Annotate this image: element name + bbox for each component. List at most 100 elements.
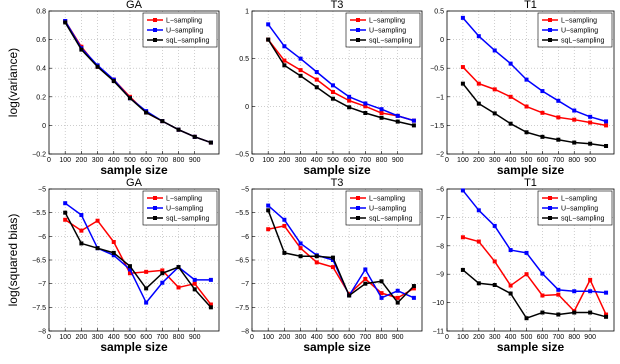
- x-tick-label: 100: [457, 157, 469, 164]
- data-point: [508, 61, 513, 66]
- data-point: [540, 310, 545, 315]
- chart-panel-6: 0 100 200 300 400 500 600 700 800 900 −11 −10 −9 −8 −7…: [432, 177, 615, 354]
- data-point: [379, 279, 384, 284]
- x-tick-label: 0: [445, 157, 449, 164]
- data-point: [347, 98, 352, 103]
- data-point: [363, 111, 368, 116]
- x-tick-label: 600: [343, 334, 355, 341]
- data-point: [176, 127, 181, 132]
- data-point: [347, 94, 352, 99]
- data-point: [460, 81, 465, 86]
- x-tick-label: 900: [392, 157, 404, 164]
- x-tick-label: 600: [537, 157, 549, 164]
- legend-label: L−sampling: [369, 18, 405, 25]
- y-tick-label: −7.5: [32, 305, 46, 312]
- data-point: [298, 73, 303, 78]
- data-point: [540, 271, 545, 276]
- data-point: [604, 290, 609, 295]
- data-point: [314, 260, 319, 265]
- y-tick-label: −8: [241, 329, 249, 336]
- data-point: [460, 235, 465, 240]
- data-point: [395, 295, 400, 300]
- chart-panel-3: 0 100 200 300 400 500 600 700 800 900 −2 −1.5 −1 −0.5…: [430, 0, 615, 177]
- x-tick-label: 100: [59, 157, 71, 164]
- x-tick-label: 200: [279, 334, 291, 341]
- data-point: [395, 300, 400, 305]
- data-point: [144, 286, 149, 291]
- x-tick-label: 500: [521, 334, 533, 341]
- data-point: [492, 87, 497, 92]
- data-point: [556, 292, 561, 297]
- data-point: [298, 254, 303, 259]
- data-point: [208, 305, 213, 310]
- x-tick-label: 400: [108, 157, 120, 164]
- x-tick-label: 0: [445, 334, 449, 341]
- x-tick-label: 400: [311, 157, 323, 164]
- legend-label: U−sampling: [561, 28, 598, 35]
- x-tick-label: 400: [505, 334, 517, 341]
- x-tick-label: 300: [92, 157, 104, 164]
- y-tick-label: −9: [436, 272, 444, 279]
- series-line-1: [462, 236, 607, 315]
- data-point: [524, 104, 529, 109]
- data-point: [298, 56, 303, 61]
- y-tick-label: −5: [241, 187, 249, 194]
- x-tick-label: 800: [376, 157, 388, 164]
- data-point: [330, 258, 335, 262]
- y-tick-label: −6: [241, 234, 249, 241]
- data-point: [460, 15, 465, 20]
- y-tick-label: −5.5: [32, 210, 46, 217]
- data-point: [314, 70, 319, 75]
- legend-swatch-marker: [153, 18, 157, 22]
- legend-swatch-marker: [548, 18, 552, 22]
- data-point: [347, 105, 352, 110]
- data-point: [176, 265, 181, 270]
- data-point: [363, 281, 368, 286]
- y-tick-label: −1.5: [430, 123, 444, 130]
- y-tick-label: −6.5: [32, 258, 46, 265]
- data-point: [572, 310, 577, 315]
- y-tick-label: −7: [38, 281, 46, 288]
- axes-frame: [446, 10, 615, 155]
- data-point: [266, 203, 271, 208]
- data-point: [492, 282, 497, 287]
- x-tick-label: 700: [359, 334, 371, 341]
- chart-panel-5: 0 100 200 300 400 500 600 700 800 900 −8 −7.5 −7 −6.5…: [235, 177, 423, 354]
- data-point: [588, 310, 593, 315]
- data-point: [127, 264, 132, 269]
- data-point: [588, 141, 593, 146]
- legend-label: sqL−sampling: [369, 38, 412, 45]
- y-tick-label: 0.5: [239, 56, 249, 63]
- data-point: [411, 118, 416, 123]
- legend-label: sqL−sampling: [561, 216, 604, 223]
- legend-swatch-marker: [356, 196, 360, 200]
- data-point: [79, 47, 84, 52]
- x-tick-label: 700: [552, 334, 564, 341]
- legend-label: L−sampling: [561, 18, 597, 25]
- data-point: [330, 265, 335, 270]
- x-tick-label: 500: [327, 157, 339, 164]
- legend-swatch-marker: [153, 28, 157, 32]
- y-tick-label: 1: [245, 9, 249, 16]
- x-tick-label: 200: [76, 334, 88, 341]
- x-tick-label: 900: [584, 157, 596, 164]
- data-point: [282, 223, 287, 228]
- x-tick-label: 500: [521, 157, 533, 164]
- legend-swatch-marker: [548, 196, 552, 200]
- data-point: [508, 248, 513, 253]
- data-point: [395, 119, 400, 124]
- x-axis-label: sample size: [497, 163, 565, 177]
- legend: L−sampling U−sampling sqL−sampling: [345, 12, 421, 48]
- data-point: [460, 188, 465, 193]
- data-point: [572, 108, 577, 113]
- x-tick-label: 700: [156, 157, 168, 164]
- x-tick-label: 700: [552, 157, 564, 164]
- legend-label: sqL−sampling: [166, 216, 209, 223]
- data-point: [524, 272, 529, 277]
- y-tick-label: 0.5: [434, 9, 444, 16]
- data-point: [492, 223, 497, 228]
- series-line-1: [267, 39, 415, 122]
- x-tick-label: 0: [47, 334, 51, 341]
- data-point: [298, 241, 303, 246]
